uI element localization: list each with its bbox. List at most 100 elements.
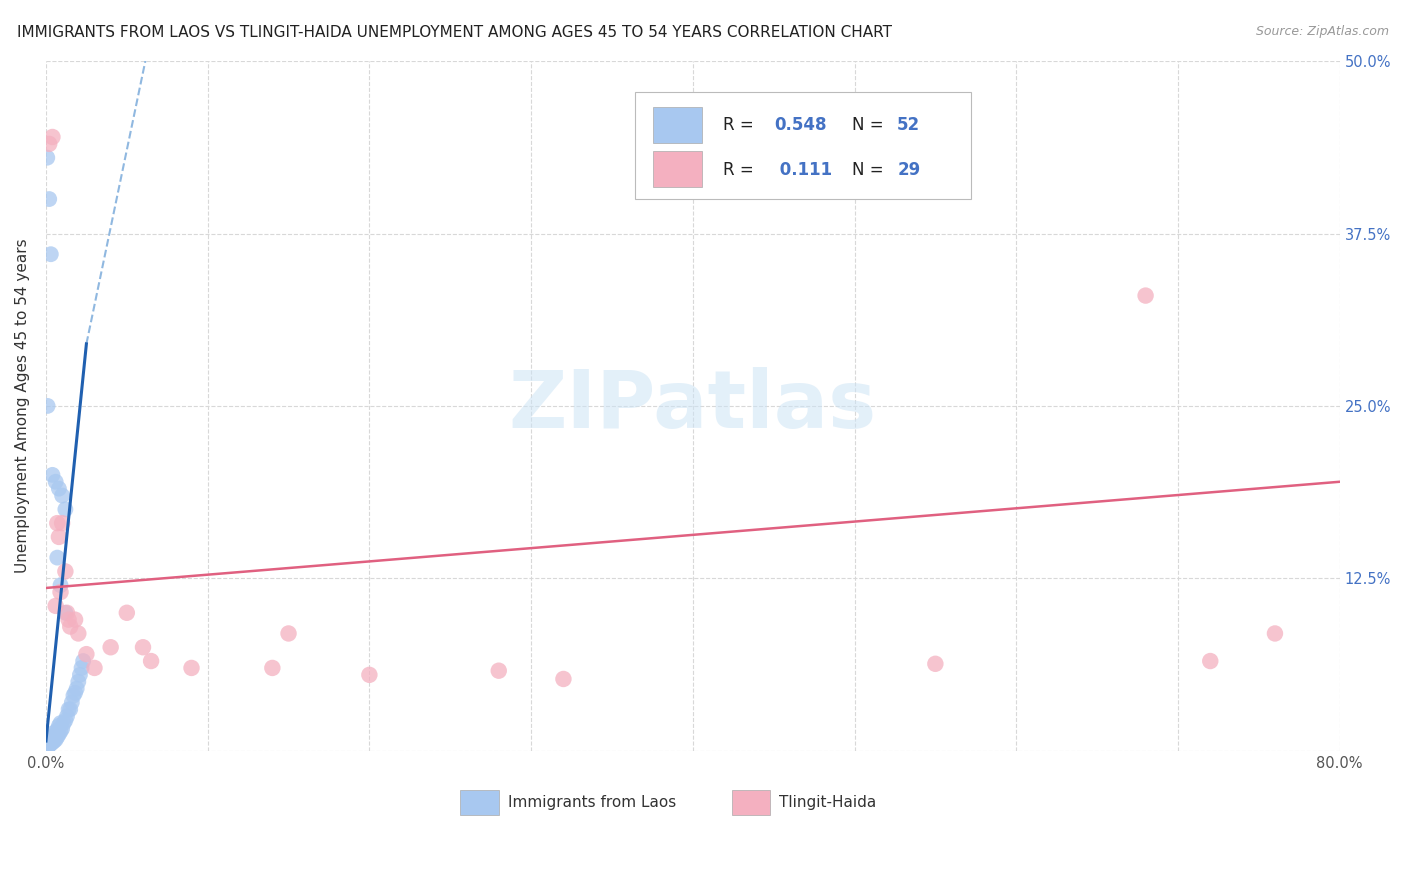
Text: Immigrants from Laos: Immigrants from Laos	[508, 795, 676, 810]
Point	[48, 530, 70, 544]
Point	[59, 702, 82, 716]
FancyBboxPatch shape	[731, 790, 770, 814]
Text: IMMIGRANTS FROM LAOS VS TLINGIT-HAIDA UNEMPLOYMENT AMONG AGES 45 TO 54 YEARS COR: IMMIGRANTS FROM LAOS VS TLINGIT-HAIDA UN…	[17, 25, 891, 40]
Point	[46, 550, 69, 565]
Point	[53, 565, 76, 579]
Point	[488, 664, 510, 678]
Point	[1199, 654, 1222, 668]
Point	[56, 606, 79, 620]
Point	[1135, 288, 1157, 302]
Point	[46, 723, 69, 737]
Point	[37, 737, 59, 751]
Point	[262, 661, 284, 675]
Point	[63, 613, 86, 627]
Point	[42, 730, 65, 744]
Text: 29: 29	[897, 161, 921, 179]
Point	[41, 467, 63, 482]
Point	[62, 689, 84, 703]
Point	[38, 734, 60, 748]
Point	[49, 578, 72, 592]
Point	[37, 399, 59, 413]
Point	[69, 668, 91, 682]
Text: Source: ZipAtlas.com: Source: ZipAtlas.com	[1256, 25, 1389, 38]
Text: N =: N =	[852, 116, 889, 134]
FancyBboxPatch shape	[460, 790, 499, 814]
Point	[52, 716, 75, 731]
Point	[41, 130, 63, 145]
Point	[37, 151, 59, 165]
Point	[53, 606, 76, 620]
Point	[35, 740, 58, 755]
Point	[66, 681, 89, 696]
Point	[48, 482, 70, 496]
Point	[115, 606, 138, 620]
Point	[49, 716, 72, 731]
Point	[37, 738, 59, 752]
Point	[58, 613, 80, 627]
Point	[45, 599, 67, 613]
Text: R =: R =	[723, 116, 759, 134]
Point	[70, 661, 93, 675]
FancyBboxPatch shape	[652, 151, 702, 186]
Point	[51, 489, 73, 503]
Point	[180, 661, 202, 675]
Point	[38, 738, 60, 752]
Point	[58, 702, 80, 716]
Point	[63, 686, 86, 700]
Point	[1264, 626, 1286, 640]
Text: R =: R =	[723, 161, 759, 179]
Text: 0.111: 0.111	[775, 161, 832, 179]
Point	[37, 739, 59, 754]
Point	[100, 640, 122, 655]
Point	[39, 730, 62, 744]
Point	[51, 722, 73, 736]
Point	[67, 674, 90, 689]
Point	[37, 735, 59, 749]
FancyBboxPatch shape	[634, 92, 972, 199]
Point	[37, 739, 59, 754]
Y-axis label: Unemployment Among Ages 45 to 54 years: Unemployment Among Ages 45 to 54 years	[15, 238, 30, 574]
Text: N =: N =	[852, 161, 889, 179]
Point	[67, 626, 90, 640]
Text: Tlingit-Haida: Tlingit-Haida	[779, 795, 877, 810]
Point	[39, 737, 62, 751]
Point	[42, 734, 65, 748]
Point	[924, 657, 946, 671]
Point	[359, 668, 381, 682]
Point	[41, 731, 63, 746]
Point	[39, 734, 62, 748]
Point	[49, 585, 72, 599]
Point	[45, 732, 67, 747]
Point	[72, 654, 94, 668]
Point	[51, 516, 73, 530]
Point	[60, 695, 83, 709]
Point	[53, 714, 76, 728]
Point	[46, 730, 69, 744]
Point	[277, 626, 299, 640]
FancyBboxPatch shape	[652, 107, 702, 143]
Point	[39, 247, 62, 261]
Point	[39, 737, 62, 751]
Point	[56, 709, 79, 723]
Text: 0.548: 0.548	[775, 116, 827, 134]
Text: 52: 52	[897, 116, 921, 134]
Point	[553, 672, 575, 686]
Point	[59, 619, 82, 633]
Point	[139, 654, 162, 668]
Point	[49, 724, 72, 739]
Text: ZIPatlas: ZIPatlas	[509, 367, 877, 445]
Point	[45, 475, 67, 489]
Point	[132, 640, 155, 655]
Point	[48, 727, 70, 741]
Point	[38, 192, 60, 206]
Point	[53, 502, 76, 516]
Point	[46, 516, 69, 530]
Point	[37, 739, 59, 754]
Point	[41, 735, 63, 749]
Point	[48, 719, 70, 733]
Point	[38, 136, 60, 151]
Point	[45, 727, 67, 741]
Point	[75, 647, 97, 661]
Point	[83, 661, 105, 675]
Point	[42, 725, 65, 739]
